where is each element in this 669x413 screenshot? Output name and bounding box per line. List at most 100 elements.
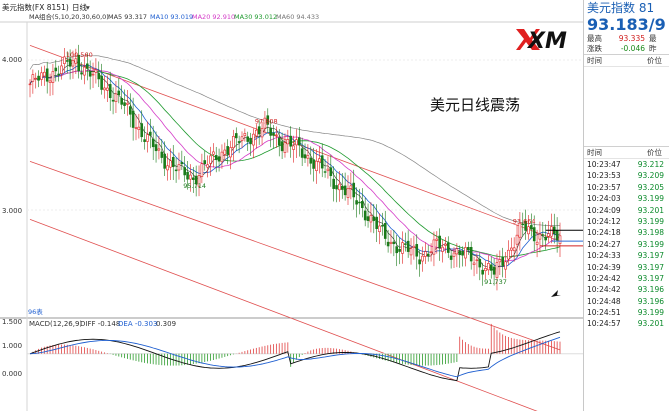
y-axis-label: 0.000 xyxy=(2,370,22,378)
candle xyxy=(329,154,333,187)
candle-body xyxy=(498,259,502,263)
tick-time: 10:23:57 xyxy=(587,182,621,192)
candle-body xyxy=(160,151,164,158)
candle xyxy=(452,247,456,269)
candle-body xyxy=(335,185,338,190)
candle-body xyxy=(28,83,32,86)
candle-body xyxy=(63,56,66,64)
candle xyxy=(94,58,98,84)
price-mark-label: 93.664 xyxy=(513,217,536,225)
ma-legend-item: MA10 93.019 xyxy=(150,13,193,21)
quote-price: 93.183/9 xyxy=(587,15,666,34)
candlesticks xyxy=(28,44,562,291)
tick-time: 10:23:53 xyxy=(587,171,621,181)
candle xyxy=(65,51,69,74)
candle-body xyxy=(469,247,473,262)
candle-body xyxy=(220,151,224,163)
candle-body xyxy=(166,165,169,171)
candle xyxy=(83,56,86,85)
candle xyxy=(489,256,493,279)
candle-body xyxy=(203,160,207,165)
tick-row: 10:24:51 93.199 xyxy=(584,307,669,318)
candle-body xyxy=(277,137,281,146)
candle-body xyxy=(403,243,407,245)
logo-text: XM xyxy=(526,29,567,52)
candle xyxy=(151,125,155,160)
candle xyxy=(378,213,381,245)
candle-body xyxy=(487,263,490,271)
candle xyxy=(154,131,158,163)
candle-body xyxy=(200,163,204,177)
candle xyxy=(286,129,290,153)
candle xyxy=(484,260,487,280)
candle-body xyxy=(318,158,321,163)
candle-body xyxy=(237,141,241,143)
candle-body xyxy=(240,136,244,141)
candle-body xyxy=(117,90,121,96)
candle-body xyxy=(146,134,149,142)
tick-time: 10:24:42 xyxy=(587,285,621,295)
candle xyxy=(403,232,407,252)
candle-body xyxy=(401,242,404,254)
candle xyxy=(226,139,229,165)
candle-body xyxy=(535,241,539,245)
candle-body xyxy=(426,253,430,257)
candle-body xyxy=(424,251,427,257)
tick-price: 93.209 xyxy=(637,171,664,181)
period-label[interactable]: 日线 xyxy=(72,2,87,12)
candle-body xyxy=(31,74,35,82)
candle xyxy=(34,72,38,89)
tick-list[interactable]: 10:23:47 93.212 10:23:53 93.209 10:23:57 93.2… xyxy=(584,159,669,330)
mouse-cursor-icon xyxy=(551,290,561,297)
candle xyxy=(28,79,32,98)
candle-body xyxy=(381,225,384,227)
candle xyxy=(509,237,513,258)
candle-body xyxy=(111,99,115,102)
chart-grid xyxy=(27,59,583,211)
candle-body xyxy=(209,155,212,164)
candle xyxy=(550,213,553,244)
candle-body xyxy=(280,141,284,152)
candle xyxy=(478,252,482,281)
candle xyxy=(114,81,118,114)
price-chart[interactable]: 美元指数(FX 8151) 日线 ▾ MA组合(5,10,20,30,60,0)… xyxy=(0,0,583,413)
candle-body xyxy=(346,188,350,198)
candle xyxy=(131,97,135,141)
symbol-label[interactable]: 美元指数(FX 8151) xyxy=(2,2,69,12)
chart-area[interactable]: 美元指数(FX 8151) 日线 ▾ MA组合(5,10,20,30,60,0)… xyxy=(0,0,583,413)
candle-body xyxy=(361,201,364,209)
candle xyxy=(375,204,378,242)
candle xyxy=(108,71,112,111)
candle-body xyxy=(106,87,109,91)
candle xyxy=(234,127,238,151)
candle-body xyxy=(435,238,439,241)
tick-row: 10:23:53 93.209 xyxy=(584,170,669,181)
candle xyxy=(48,73,52,96)
tick-price: 93.196 xyxy=(637,296,664,306)
candle xyxy=(432,231,436,267)
candle xyxy=(335,172,338,203)
candle xyxy=(174,157,178,183)
candle-body xyxy=(326,168,330,172)
candle xyxy=(498,250,502,276)
candle xyxy=(51,63,55,96)
candle-body xyxy=(120,97,123,105)
candle xyxy=(189,164,192,192)
candle xyxy=(237,135,241,154)
candle xyxy=(186,161,189,190)
tick-time: 10:24:39 xyxy=(587,262,621,272)
period-dropdown-icon[interactable]: ▾ xyxy=(86,3,90,12)
candle-body xyxy=(521,223,525,226)
candle xyxy=(495,253,499,291)
tick-price: 93.197 xyxy=(637,273,664,283)
candle xyxy=(197,165,201,197)
candle xyxy=(515,224,519,258)
y-axis-label: 1.500 xyxy=(2,318,22,326)
candle xyxy=(74,48,78,75)
candle xyxy=(507,240,510,265)
tick-price: 93.212 xyxy=(637,160,664,169)
candle xyxy=(535,229,539,258)
candle-body xyxy=(309,157,313,164)
candle-body xyxy=(455,248,459,255)
tick-price: 93.201 xyxy=(637,205,664,215)
